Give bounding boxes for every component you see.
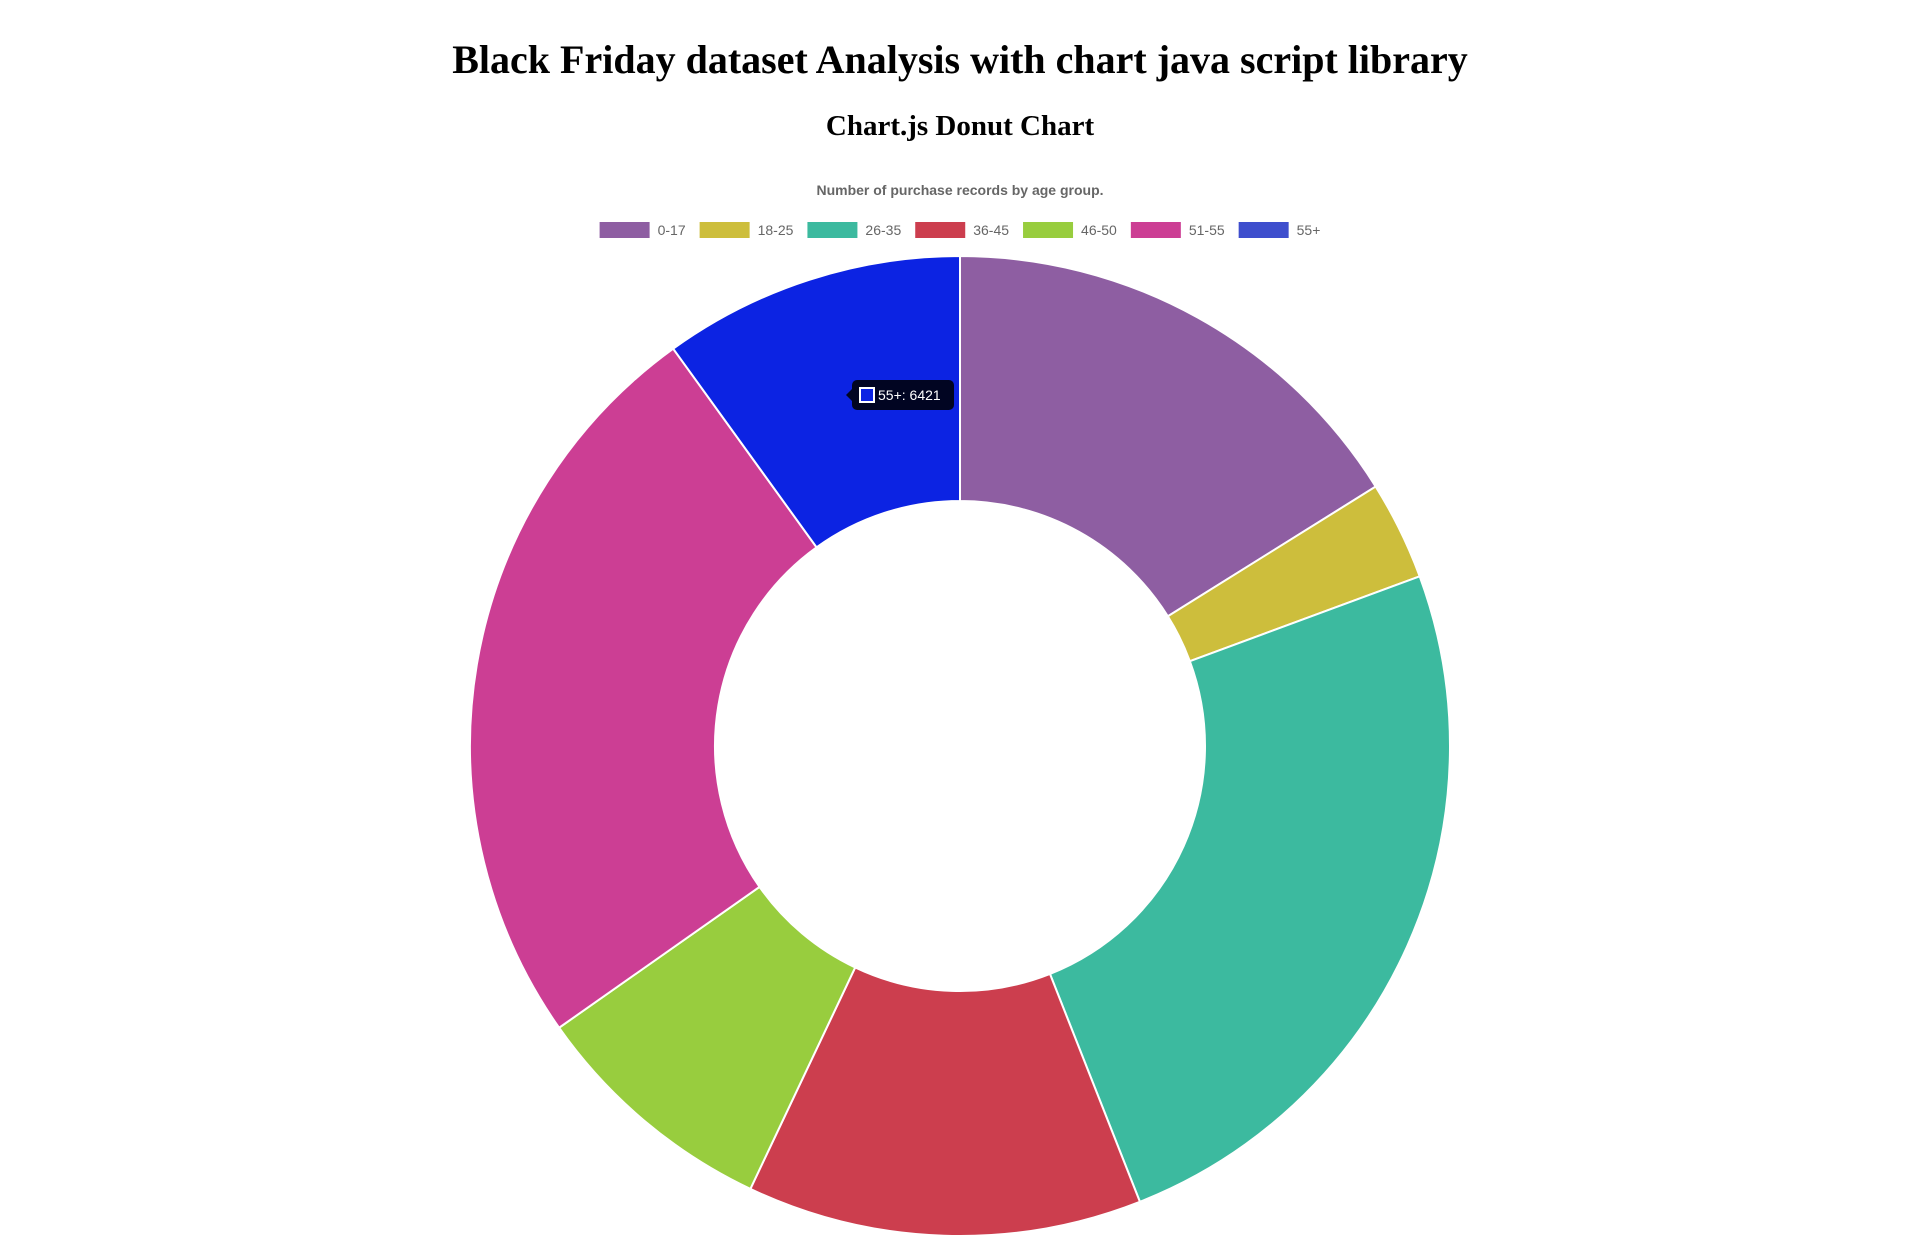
- donut-slices[interactable]: [469, 254, 1451, 1236]
- legend-swatch: [1238, 222, 1289, 238]
- legend-label: 46-50: [1081, 222, 1117, 238]
- legend-item[interactable]: 46-50: [1023, 222, 1117, 238]
- donut-slice-55+[interactable]: [671, 254, 961, 549]
- legend-label: 0-17: [658, 222, 686, 238]
- legend-label: 18-25: [758, 222, 794, 238]
- tooltip-background: [852, 380, 954, 410]
- page-title: Black Friday dataset Analysis with chart…: [452, 37, 1468, 82]
- legend-label: 26-35: [865, 222, 901, 238]
- donut-slice-0-17[interactable]: [959, 254, 1378, 618]
- legend-swatch: [915, 222, 966, 238]
- legend-label: 55+: [1297, 222, 1321, 238]
- legend-item[interactable]: 51-55: [1130, 222, 1225, 238]
- chart-title: Number of purchase records by age group.: [816, 182, 1103, 198]
- donut-slice-36-45[interactable]: [749, 966, 1142, 1236]
- legend-item[interactable]: 36-45: [915, 222, 1009, 238]
- legend-item[interactable]: 26-35: [807, 222, 901, 238]
- chart-legend: 0-17 18-25 26-35 36-45 46-50 51-55 55+: [599, 222, 1321, 238]
- legend-swatch: [699, 222, 750, 238]
- tooltip-swatch: [859, 387, 875, 403]
- donut-slice-26-35[interactable]: [1048, 575, 1451, 1204]
- chart-tooltip: 55+: 6421: [846, 380, 954, 410]
- legend-label: 51-55: [1189, 222, 1225, 238]
- legend-swatch: [1023, 222, 1074, 238]
- donut-slice-51-55[interactable]: [469, 347, 818, 1030]
- legend-item[interactable]: 55+: [1238, 222, 1321, 238]
- tooltip-caret: [846, 389, 852, 401]
- legend-swatch: [1130, 222, 1181, 238]
- page-subtitle: Chart.js Donut Chart: [825, 110, 1095, 142]
- legend-swatch: [599, 222, 650, 238]
- legend-item[interactable]: 18-25: [699, 222, 794, 238]
- legend-swatch: [807, 222, 858, 238]
- legend-label: 36-45: [973, 222, 1009, 238]
- legend-item[interactable]: 0-17: [599, 222, 686, 238]
- tooltip-label: 55+: 6421: [878, 387, 941, 403]
